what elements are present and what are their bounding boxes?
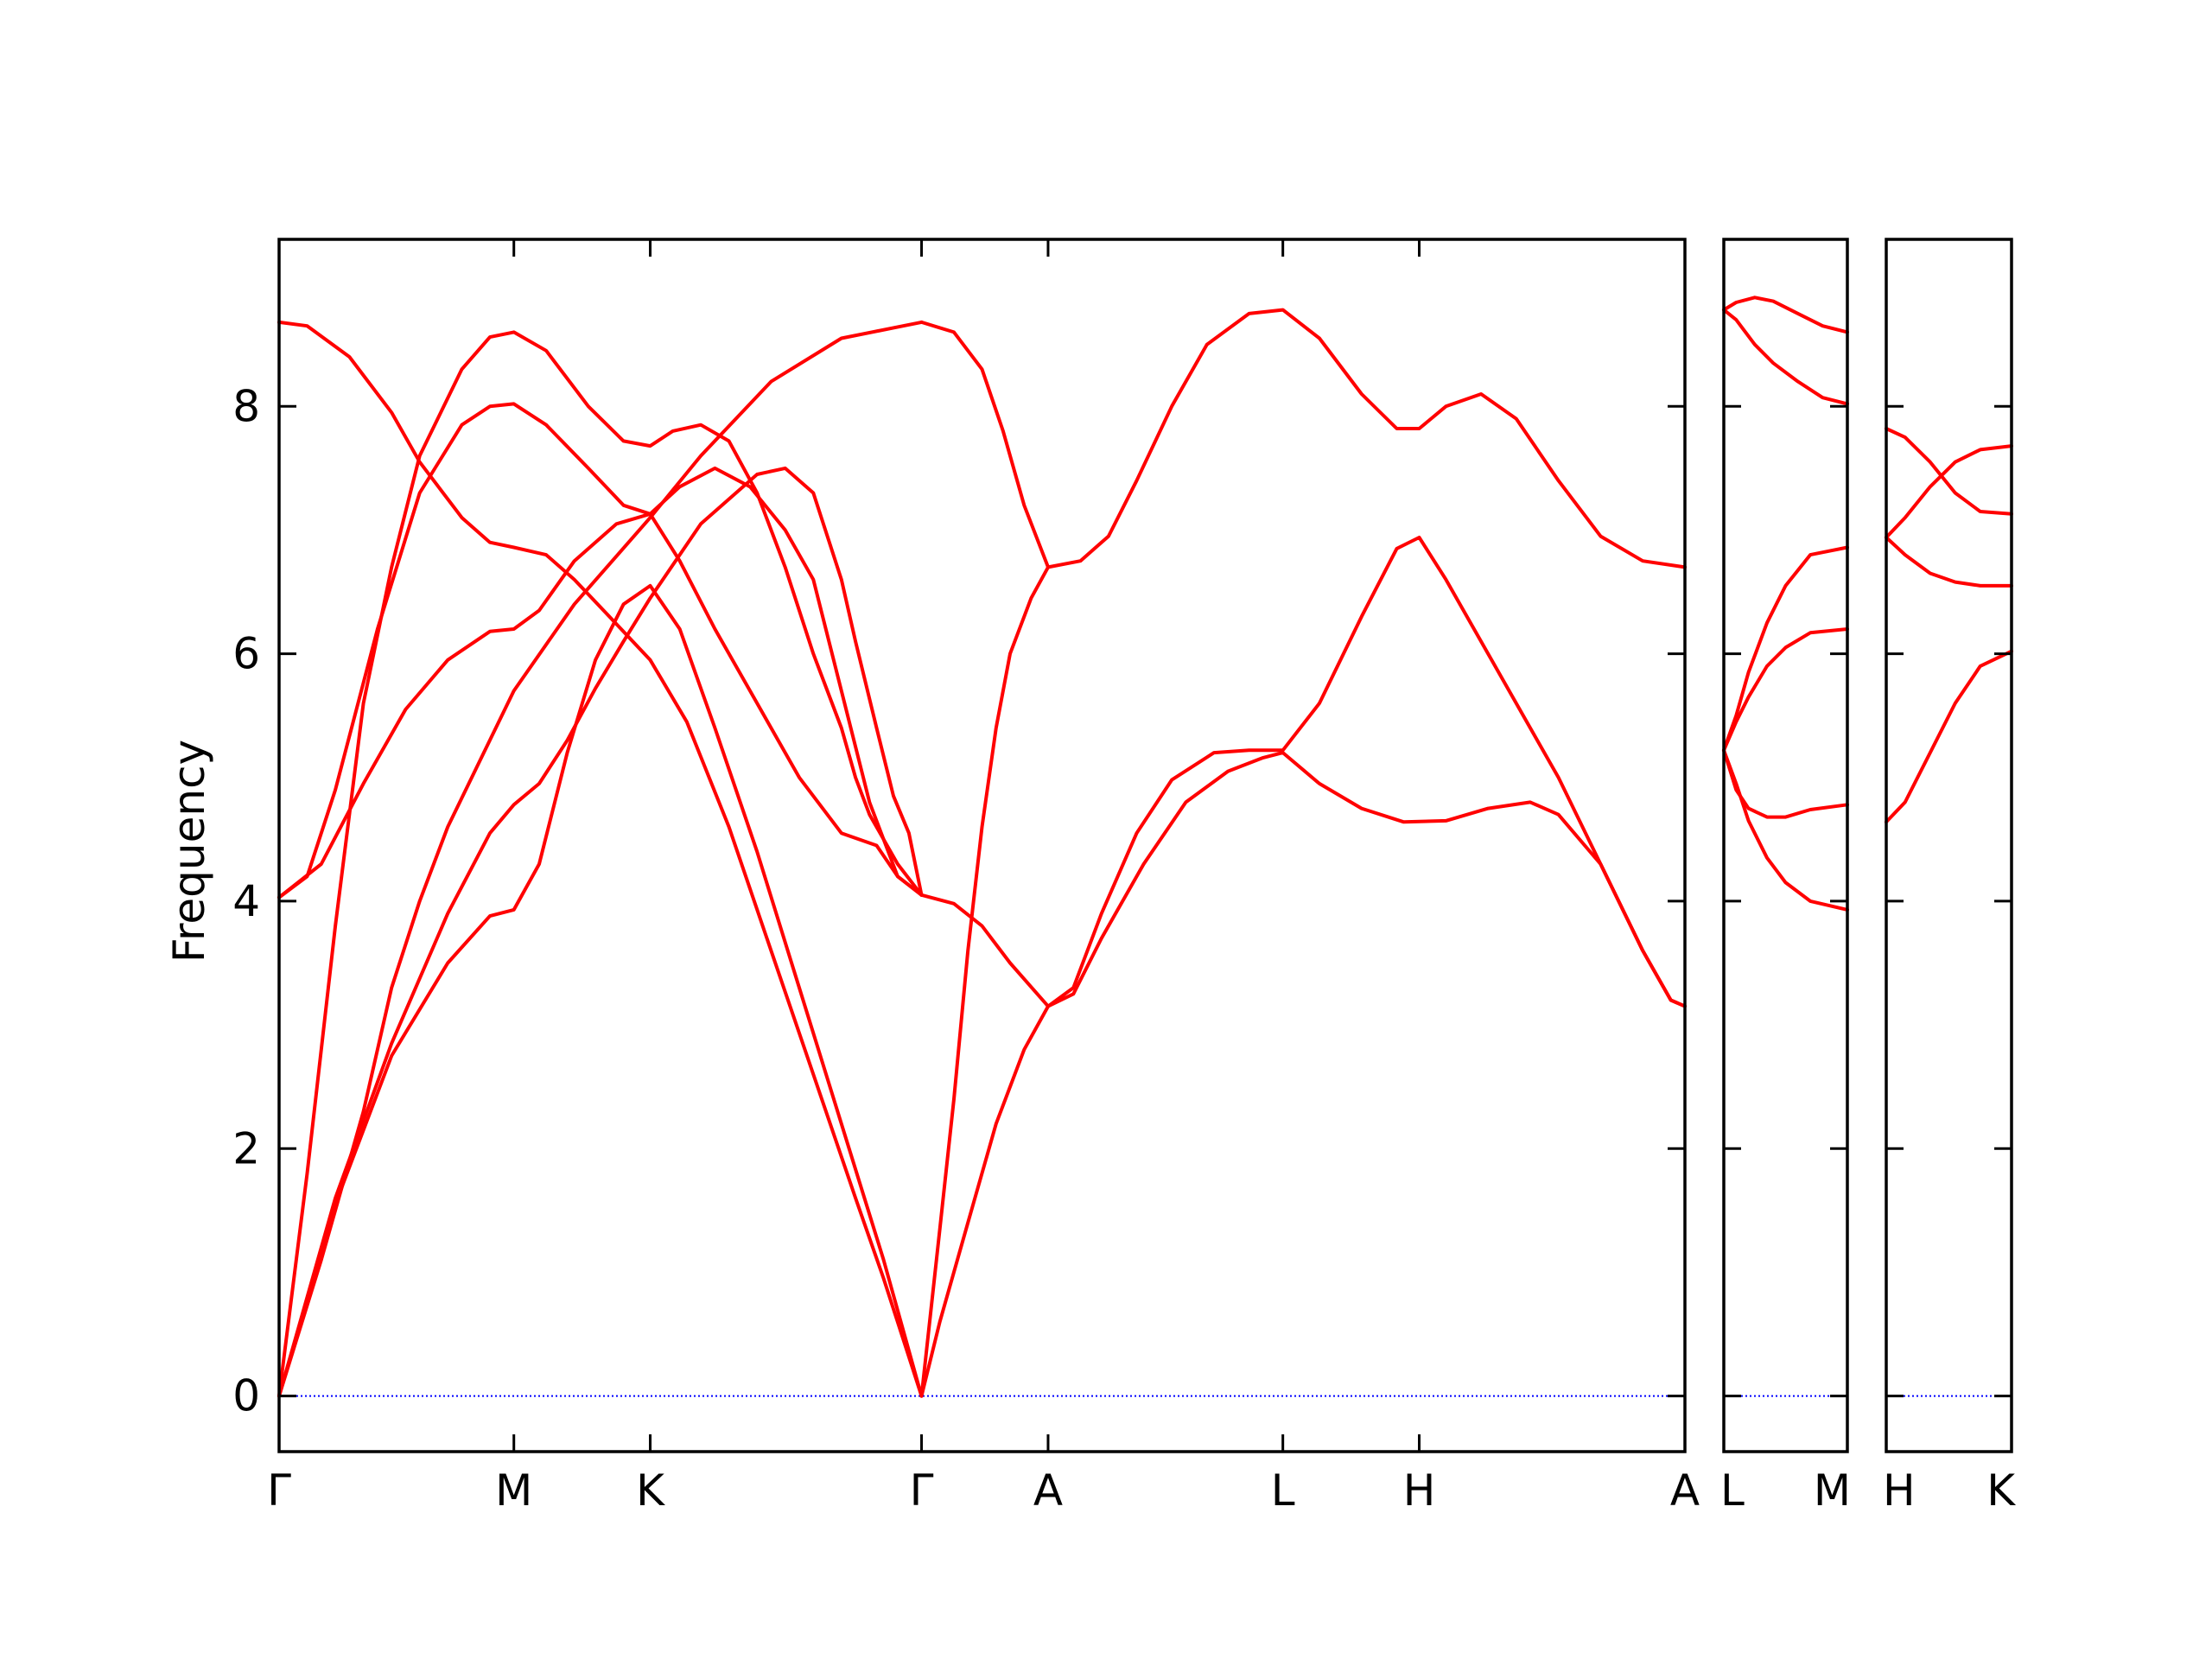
band-line-1 (1722, 296, 1849, 334)
band-line-1 (277, 583, 924, 1398)
band-line-5 (1722, 748, 1849, 819)
band-line-6 (1722, 748, 1849, 912)
panel-frame (277, 238, 1687, 1453)
band-line-14 (1046, 751, 1687, 1008)
x-tick-label: A (1033, 1465, 1063, 1516)
band-line-3 (1885, 536, 2013, 588)
band-line-6 (277, 320, 924, 1398)
band-line-13 (1046, 536, 1687, 1008)
y-tick-label: 4 (232, 876, 260, 926)
band-line-4 (1885, 649, 2013, 824)
x-tick-label: L (1720, 1465, 1745, 1516)
x-tick-label: Γ (267, 1465, 291, 1516)
panel-frame (1885, 238, 2013, 1453)
y-tick-label: 0 (232, 1371, 260, 1421)
band-line-2 (1722, 308, 1849, 406)
x-tick-label: H (1883, 1465, 1916, 1516)
panel-frame (1722, 238, 1849, 1453)
x-tick-label: K (1986, 1465, 2016, 1516)
panel-1: 0 2 4 6 8 Γ M K Γ A L H A (232, 238, 1700, 1516)
band-line-9 (919, 565, 1050, 1398)
band-line-3 (277, 512, 924, 899)
band-line-3 (1722, 545, 1849, 753)
y-axis-label: Frequency (164, 740, 214, 963)
x-tick-label: A (1670, 1465, 1700, 1516)
band-line-2 (1885, 444, 2013, 539)
x-tick-label: K (636, 1465, 665, 1516)
x-tick-label: M (495, 1465, 532, 1516)
band-line-1 (1885, 427, 2013, 516)
y-tick-label: 2 (232, 1123, 260, 1173)
band-line-4 (1722, 627, 1849, 753)
band-line-8 (919, 320, 1050, 569)
band-line-2 (277, 466, 924, 1398)
band-line-11 (919, 893, 1050, 1008)
band-line-4 (277, 402, 924, 899)
x-tick-label: M (1814, 1465, 1851, 1516)
y-tick-label: 6 (232, 629, 260, 679)
x-tick-label: H (1403, 1465, 1436, 1516)
band-line-12 (1046, 308, 1687, 569)
band-line-7 (277, 320, 924, 1398)
x-tick-label: L (1271, 1465, 1295, 1516)
y-tick-label: 8 (232, 381, 260, 431)
band-line-10 (919, 1004, 1050, 1398)
x-tick-label: Γ (910, 1465, 934, 1516)
band-line-5 (277, 330, 924, 1398)
